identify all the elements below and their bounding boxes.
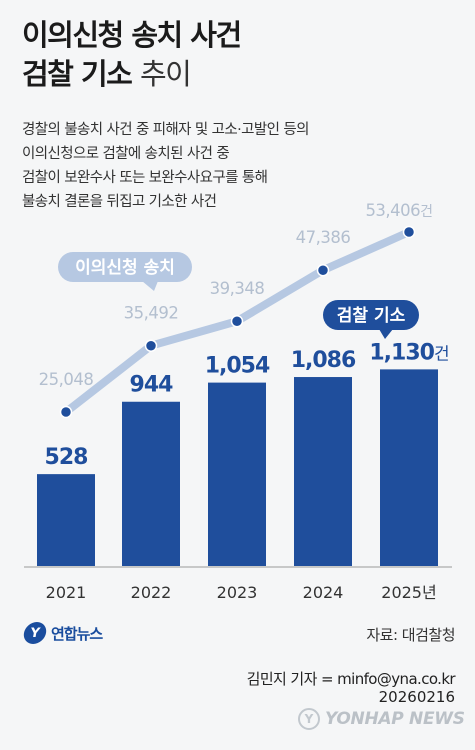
yonhap-logo-text: 연합뉴스	[51, 624, 103, 643]
bar-value-label: 1,086	[291, 348, 356, 373]
bar	[294, 377, 352, 566]
date-stamp: 20260216	[378, 688, 455, 706]
bar-value-label: 528	[45, 445, 88, 470]
x-tick-label: 2024	[303, 583, 344, 602]
bar	[122, 401, 180, 566]
line-callout-pointer	[142, 281, 158, 291]
line-point	[402, 225, 416, 239]
bar-legend-callout	[323, 300, 419, 330]
line-value-label: 53,406건	[365, 201, 432, 220]
byline: 김민지 기자 = minfo@yna.co.kr	[246, 670, 456, 688]
description: 경찰의 불송치 사건 중 피해자 및 고소·고발인 등의 이의신청으로 검찰에 …	[22, 118, 462, 214]
title-light: 추이	[139, 57, 192, 91]
description-line: 불송치 결론을 뒤집고 기소한 사건	[22, 194, 217, 210]
bar	[208, 382, 266, 566]
bar-value-label: 1,130건	[369, 340, 448, 365]
watermark: Y YONHAP NEWS	[298, 708, 465, 730]
line-legend-label: 이의신청 송치	[75, 257, 175, 278]
title-bold: 검찰 기소	[22, 57, 133, 91]
line-legend-callout	[58, 252, 192, 282]
chart-title: 이의신청 송치 사건 검찰 기소 추이	[22, 16, 242, 94]
x-tick-label: 2025년	[381, 583, 436, 602]
line-value-label: 35,492	[124, 304, 179, 323]
x-tick-label: 2022	[131, 583, 172, 602]
line-value-label: 47,386	[296, 228, 351, 247]
title-line-1: 이의신청 송치 사건	[22, 18, 242, 52]
source-note: 자료: 대검찰청	[366, 626, 455, 644]
line-point	[59, 405, 73, 419]
watermark-mark-icon: Y	[298, 708, 320, 730]
bar	[37, 474, 95, 566]
line-point	[144, 339, 158, 352]
watermark-text: YONHAP NEWS	[325, 709, 465, 729]
x-tick-label: 2021	[46, 583, 87, 602]
title-line-2: 검찰 기소 추이	[22, 55, 241, 94]
line-point	[230, 314, 244, 328]
line-value-label: 25,048	[39, 370, 94, 389]
line-point	[316, 263, 330, 277]
yonhap-mark-icon: Y	[22, 622, 48, 644]
bar-callout-pointer	[379, 329, 393, 339]
bar	[380, 369, 438, 566]
description-line: 이의신청으로 검찰에 송치된 사건 중	[22, 146, 230, 162]
bar-value-label: 1,054	[205, 354, 270, 379]
description-line: 검찰이 보완수사 또는 보완수사요구를 통해	[22, 170, 268, 186]
line-value-label: 39,348	[210, 279, 265, 298]
x-tick-label: 2023	[217, 583, 258, 602]
bar-value-label: 944	[130, 373, 174, 398]
yonhap-logo: Y 연합뉴스	[22, 622, 103, 644]
bar-legend-label: 검찰 기소	[337, 306, 406, 326]
description-line: 경찰의 불송치 사건 중 피해자 및 고소·고발인 등의	[22, 122, 309, 138]
